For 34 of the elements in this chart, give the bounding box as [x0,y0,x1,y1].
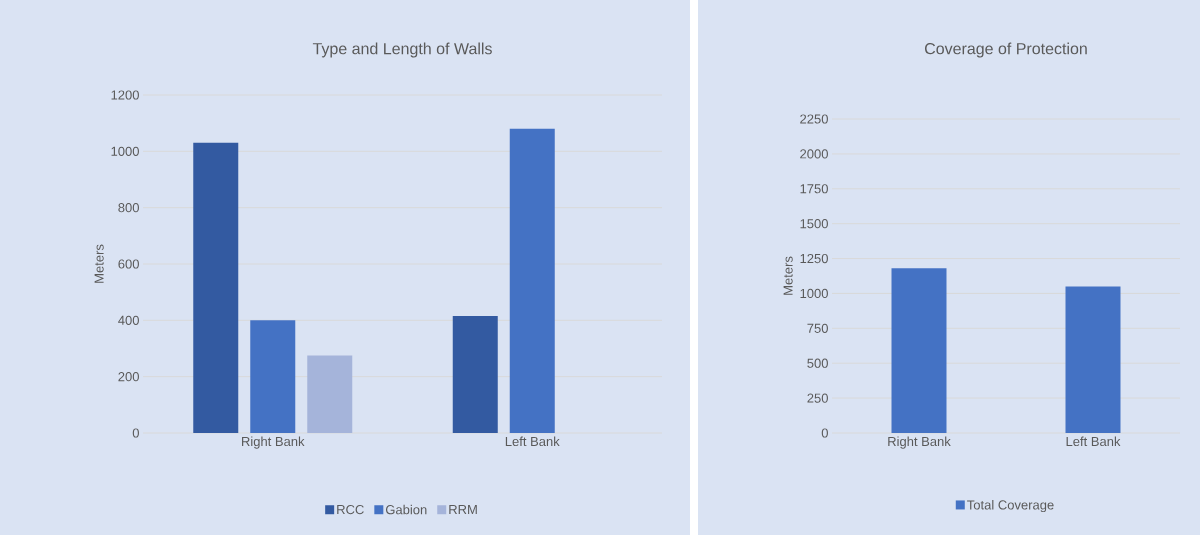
bar [509,128,555,433]
y-tick-label: 1250 [800,253,828,264]
y-tick-label: 400 [118,315,139,325]
bar [250,320,296,433]
x-tick-label: Right Bank [242,436,305,449]
y-tick-label: 1000 [800,288,828,299]
y-tick-label: 0 [132,428,139,438]
legend-label: Gabion [385,504,427,515]
y-tick-label: 0 [821,428,828,438]
y-axis-title: Meters [94,244,104,283]
y-tick-label: 1750 [800,184,828,194]
y-tick-label: 1500 [800,219,828,229]
legend-label: RCC [337,504,364,515]
y-tick-label: 600 [118,259,139,269]
bar [307,355,353,433]
legend-label: RRM [449,505,477,514]
y-tick-label: 750 [807,323,828,333]
chart-title: Type and Length of Walls [312,42,492,58]
y-tick-label: 1200 [111,90,139,100]
x-tick-label: Left Bank [1066,436,1121,447]
legend-label: Total Coverage [967,499,1054,513]
y-tick-label: 250 [807,393,828,403]
y-tick-label: 200 [118,372,139,382]
y-axis-title: Meters [783,256,793,295]
y-tick-label: 500 [807,358,828,368]
x-tick-label: Left Bank [505,436,560,447]
x-tick-label: Right Bank [888,436,951,449]
bar [452,316,498,433]
y-tick-label: 800 [118,203,139,213]
y-tick-label: 2250 [800,114,828,124]
y-tick-label: 2000 [800,149,828,159]
bar [193,142,239,433]
chart-title: Coverage of Protection [924,42,1087,58]
y-tick-label: 1000 [111,146,139,156]
